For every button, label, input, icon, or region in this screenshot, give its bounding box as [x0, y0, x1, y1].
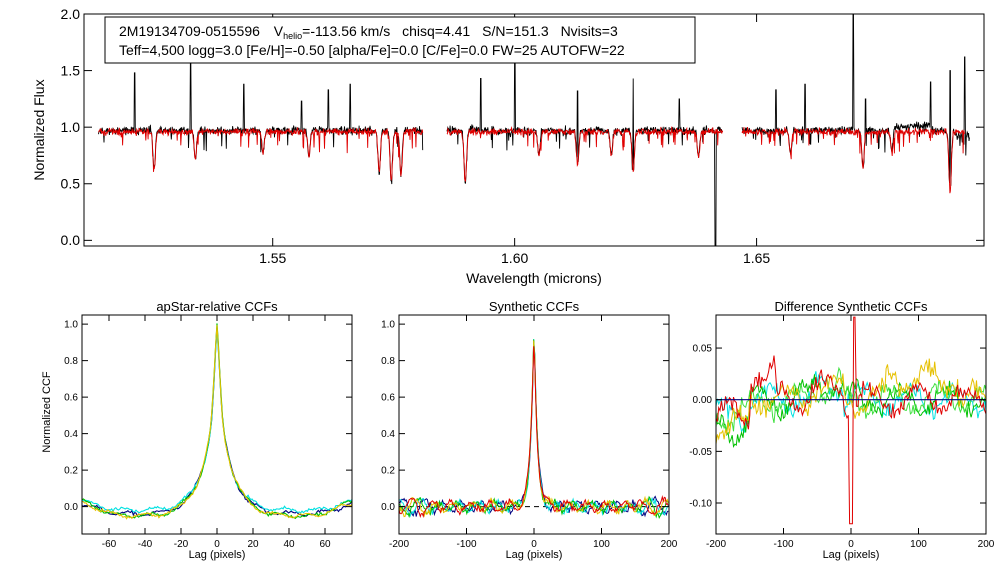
synthetic-ytick-label: 0.4 [381, 429, 395, 440]
spectrum-xtick-label: 1.55 [259, 250, 286, 266]
vhelio-symbol: V [274, 23, 284, 39]
spectrum-xlabel: Wavelength (microns) [466, 270, 602, 286]
apstar-ytick-label: 0.6 [64, 393, 78, 404]
synthetic-ccf-panel: Synthetic CCFs -200 -100 0 100 200 0.0 0.2 0.4 0… [381, 299, 678, 561]
difference-xtick-label: 0 [848, 539, 854, 550]
spectrum-model-line [446, 126, 724, 182]
spectrum-model-line [98, 126, 424, 181]
synthetic-red-line [398, 346, 669, 518]
apstar-ytick-label: 0.2 [64, 466, 78, 477]
difference-ccf-panel: Difference Synthetic CCFs -200 -100 0 100 20… [689, 299, 995, 561]
apstar-ccf-panel: apStar-relative CCFs -60 -40 -20 0 20 40 60 0.0… [41, 299, 353, 561]
annotation-frame [104, 16, 696, 64]
spectrum-ytick-label: 0.5 [61, 176, 81, 192]
signal-to-noise: S/N=151.3 [482, 23, 549, 39]
apstar-title: apStar-relative CCFs [156, 299, 278, 314]
difference-ytick-label: -0.10 [689, 499, 712, 510]
synthetic-series-group [398, 338, 669, 519]
apstar-ytick-label: 0.8 [64, 356, 78, 367]
difference-xtick-label: -100 [773, 539, 793, 550]
spectrum-ytick-label: 1.5 [61, 62, 81, 78]
difference-ytick-label: -0.05 [689, 447, 712, 458]
spectrum-model-line [741, 127, 965, 194]
synthetic-xtick-label: 0 [531, 539, 537, 550]
chisq-value: chisq=4.41 [402, 23, 470, 39]
spectrum-plot-frame [83, 13, 985, 247]
synthetic-title: Synthetic CCFs [489, 299, 580, 314]
difference-red-line [715, 316, 987, 525]
synthetic-ytick-label: 0.0 [381, 502, 395, 513]
difference-ticks: -200 -100 0 100 200 -0.10 -0.05 0.00 0.05 [689, 315, 995, 550]
synthetic-ytick-label: 0.6 [381, 393, 395, 404]
apstar-xtick-label: -40 [138, 539, 153, 550]
synthetic-xtick-label: 100 [593, 539, 610, 550]
synthetic-ticks: -200 -100 0 100 200 0.0 0.2 0.4 0.6 0.8 1.0 [381, 315, 678, 550]
spectrum-ylabel: Normalized Flux [31, 79, 47, 180]
apstar-green-line [81, 323, 353, 520]
difference-xlabel: Lag (pixels) [823, 549, 880, 561]
synthetic-yellow-line [398, 340, 669, 518]
difference-series-group [715, 316, 987, 525]
vhelio-subscript: helio [283, 31, 302, 41]
difference-ytick-label: 0.00 [693, 395, 713, 406]
apstar-xtick-label: 40 [283, 539, 295, 550]
spectrum-ytick-label: 0.0 [61, 232, 81, 248]
apstar-yellow-line [81, 325, 353, 520]
apstar-ytick-label: 0.0 [64, 502, 78, 513]
apstar-xtick-label: -20 [174, 539, 189, 550]
star-id: 2M19134709-0515596 [119, 23, 260, 39]
synthetic-ytick-label: 0.2 [381, 466, 395, 477]
apstar-series-group [81, 323, 353, 520]
synthetic-xtick-label: -100 [456, 539, 476, 550]
difference-xtick-label: -200 [706, 539, 726, 550]
synthetic-ytick-label: 0.8 [381, 356, 395, 367]
apstar-ylabel: Normalized CCF [41, 371, 53, 453]
apstar-xtick-label: 20 [247, 539, 259, 550]
annotation-line-2: Teff=4,500 logg=3.0 [Fe/H]=-0.50 [alpha/… [119, 42, 625, 58]
difference-ytick-label: 0.05 [693, 344, 713, 355]
difference-xtick-label: 100 [910, 539, 927, 550]
spectrum-xtick-label: 1.60 [501, 250, 528, 266]
apstar-ytick-label: 0.4 [64, 429, 78, 440]
synthetic-ytick-label: 1.0 [381, 320, 395, 331]
synthetic-xlabel: Lag (pixels) [506, 549, 563, 561]
synthetic-xtick-label: 200 [661, 539, 678, 550]
apstar-ytick-label: 1.0 [64, 320, 78, 331]
apstar-xtick-label: 60 [319, 539, 331, 550]
annotation-line-1: 2M19134709-0515596 Vhelio=-113.56 km/s c… [119, 23, 618, 41]
synthetic-cyan-line [398, 338, 669, 518]
difference-yellow-line [715, 358, 987, 445]
spectrum-panel: 1.55 1.60 1.65 0.0 0.5 1.0 1.5 2.0 Wavelength (… [31, 6, 985, 286]
difference-xtick-label: 200 [978, 539, 995, 550]
vhelio-value: =-113.56 km/s [302, 23, 390, 39]
synthetic-xtick-label: -200 [389, 539, 409, 550]
spectrum-annotation-box: 2M19134709-0515596 Vhelio=-113.56 km/s c… [104, 16, 696, 64]
spectrum-series-group [98, 13, 970, 247]
spectrum-ytick-label: 1.0 [61, 119, 81, 135]
apstar-ticks: -60 -40 -20 0 20 40 60 0.0 0.2 0.4 0.6 0.8 1.0 [64, 315, 352, 550]
apstar-xtick-label: 0 [214, 539, 220, 550]
apstar-xlabel: Lag (pixels) [189, 549, 246, 561]
nvisits-value: Nvisits=3 [561, 23, 618, 39]
apstar-xtick-label: -60 [102, 539, 117, 550]
spectrum-ytick-label: 2.0 [61, 6, 81, 22]
spectrum-xtick-label: 1.65 [743, 250, 770, 266]
difference-title: Difference Synthetic CCFs [775, 299, 928, 314]
